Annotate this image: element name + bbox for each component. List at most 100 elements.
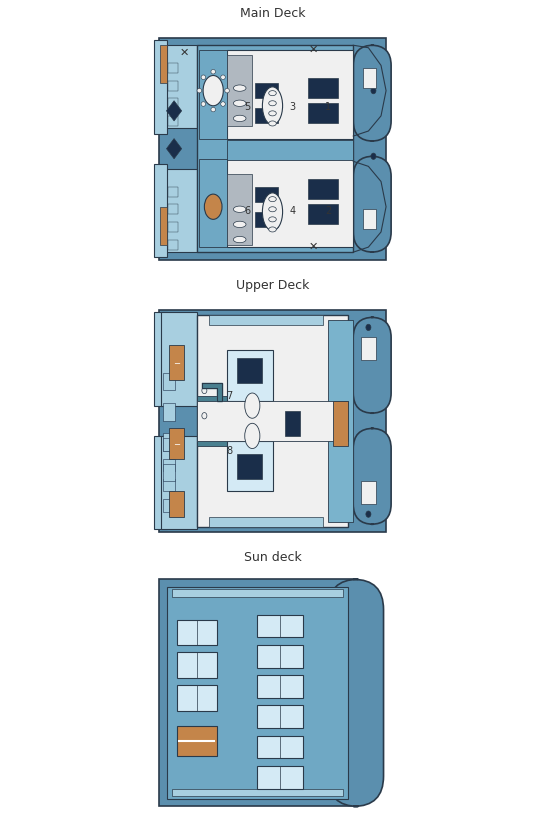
Bar <box>161 45 197 129</box>
Bar <box>255 211 277 227</box>
Bar <box>161 312 197 406</box>
Bar <box>285 411 300 436</box>
Ellipse shape <box>201 102 205 107</box>
Bar <box>169 491 184 517</box>
Bar <box>361 338 376 360</box>
Bar <box>364 209 376 230</box>
Text: 1: 1 <box>325 102 331 112</box>
Bar <box>168 187 178 197</box>
Ellipse shape <box>201 75 205 79</box>
Ellipse shape <box>269 206 276 211</box>
Bar <box>257 705 303 729</box>
Text: 8: 8 <box>227 446 233 456</box>
Text: ✕: ✕ <box>179 48 189 58</box>
Bar <box>163 458 175 472</box>
Ellipse shape <box>269 101 276 106</box>
Bar <box>257 675 303 698</box>
Bar <box>168 116 178 126</box>
Ellipse shape <box>371 153 376 159</box>
Ellipse shape <box>262 87 283 125</box>
Bar <box>159 579 356 806</box>
Bar <box>163 463 175 482</box>
Bar <box>154 164 167 257</box>
Bar <box>161 169 197 252</box>
Bar <box>255 83 277 98</box>
Bar <box>172 789 343 796</box>
Text: 5: 5 <box>244 102 250 112</box>
Bar <box>308 78 338 98</box>
Ellipse shape <box>233 221 246 227</box>
Bar <box>227 174 252 244</box>
Ellipse shape <box>269 227 276 232</box>
Ellipse shape <box>233 116 246 121</box>
FancyBboxPatch shape <box>353 45 391 141</box>
Bar <box>163 434 175 451</box>
Ellipse shape <box>366 511 371 517</box>
Ellipse shape <box>233 236 246 243</box>
Text: ─: ─ <box>174 358 179 368</box>
Bar <box>159 38 386 259</box>
Bar <box>163 499 175 511</box>
Bar <box>177 686 217 710</box>
Bar <box>159 310 386 532</box>
Bar <box>197 401 348 441</box>
Bar <box>308 179 338 199</box>
Bar <box>361 482 376 504</box>
Ellipse shape <box>221 75 225 79</box>
Bar <box>364 68 376 88</box>
Bar <box>168 204 178 214</box>
Bar <box>197 45 353 252</box>
Ellipse shape <box>202 412 207 419</box>
Ellipse shape <box>221 102 225 107</box>
Ellipse shape <box>269 121 276 126</box>
Text: 3: 3 <box>289 102 296 112</box>
Text: 4: 4 <box>289 206 296 216</box>
Text: ✕: ✕ <box>308 45 318 55</box>
Bar <box>197 315 348 527</box>
Bar <box>237 358 262 383</box>
Bar <box>168 81 178 91</box>
Bar <box>227 50 353 139</box>
Text: ✕: ✕ <box>308 242 318 252</box>
Polygon shape <box>167 101 181 121</box>
Bar <box>199 159 227 247</box>
Bar <box>163 439 175 451</box>
Bar <box>154 436 167 529</box>
Bar <box>154 40 167 134</box>
Ellipse shape <box>245 393 260 418</box>
Bar <box>169 345 184 381</box>
Bar <box>163 403 175 420</box>
Bar <box>168 240 178 249</box>
Bar <box>197 396 247 446</box>
Bar <box>199 50 227 139</box>
Text: 7: 7 <box>227 391 233 401</box>
Bar <box>308 103 338 123</box>
Ellipse shape <box>269 197 276 202</box>
FancyBboxPatch shape <box>353 156 391 252</box>
Bar <box>168 98 178 108</box>
Bar <box>255 108 277 123</box>
FancyBboxPatch shape <box>353 429 391 525</box>
Ellipse shape <box>371 88 376 94</box>
Bar <box>168 222 178 232</box>
Bar <box>328 320 353 522</box>
Ellipse shape <box>197 88 202 93</box>
Bar <box>209 315 323 325</box>
Bar <box>154 312 167 406</box>
Ellipse shape <box>233 100 246 107</box>
Bar <box>227 350 272 401</box>
Ellipse shape <box>269 111 276 116</box>
Title: Upper Deck: Upper Deck <box>236 279 309 292</box>
Bar <box>333 401 348 446</box>
Bar <box>257 615 303 638</box>
FancyBboxPatch shape <box>353 317 391 413</box>
Bar <box>160 206 167 244</box>
Bar <box>255 187 277 202</box>
Bar <box>167 587 348 799</box>
Bar <box>227 441 272 491</box>
Ellipse shape <box>233 206 246 212</box>
Bar <box>177 620 217 645</box>
Text: ─: ─ <box>174 439 179 448</box>
Ellipse shape <box>366 325 371 330</box>
Title: Sun deck: Sun deck <box>244 551 301 564</box>
